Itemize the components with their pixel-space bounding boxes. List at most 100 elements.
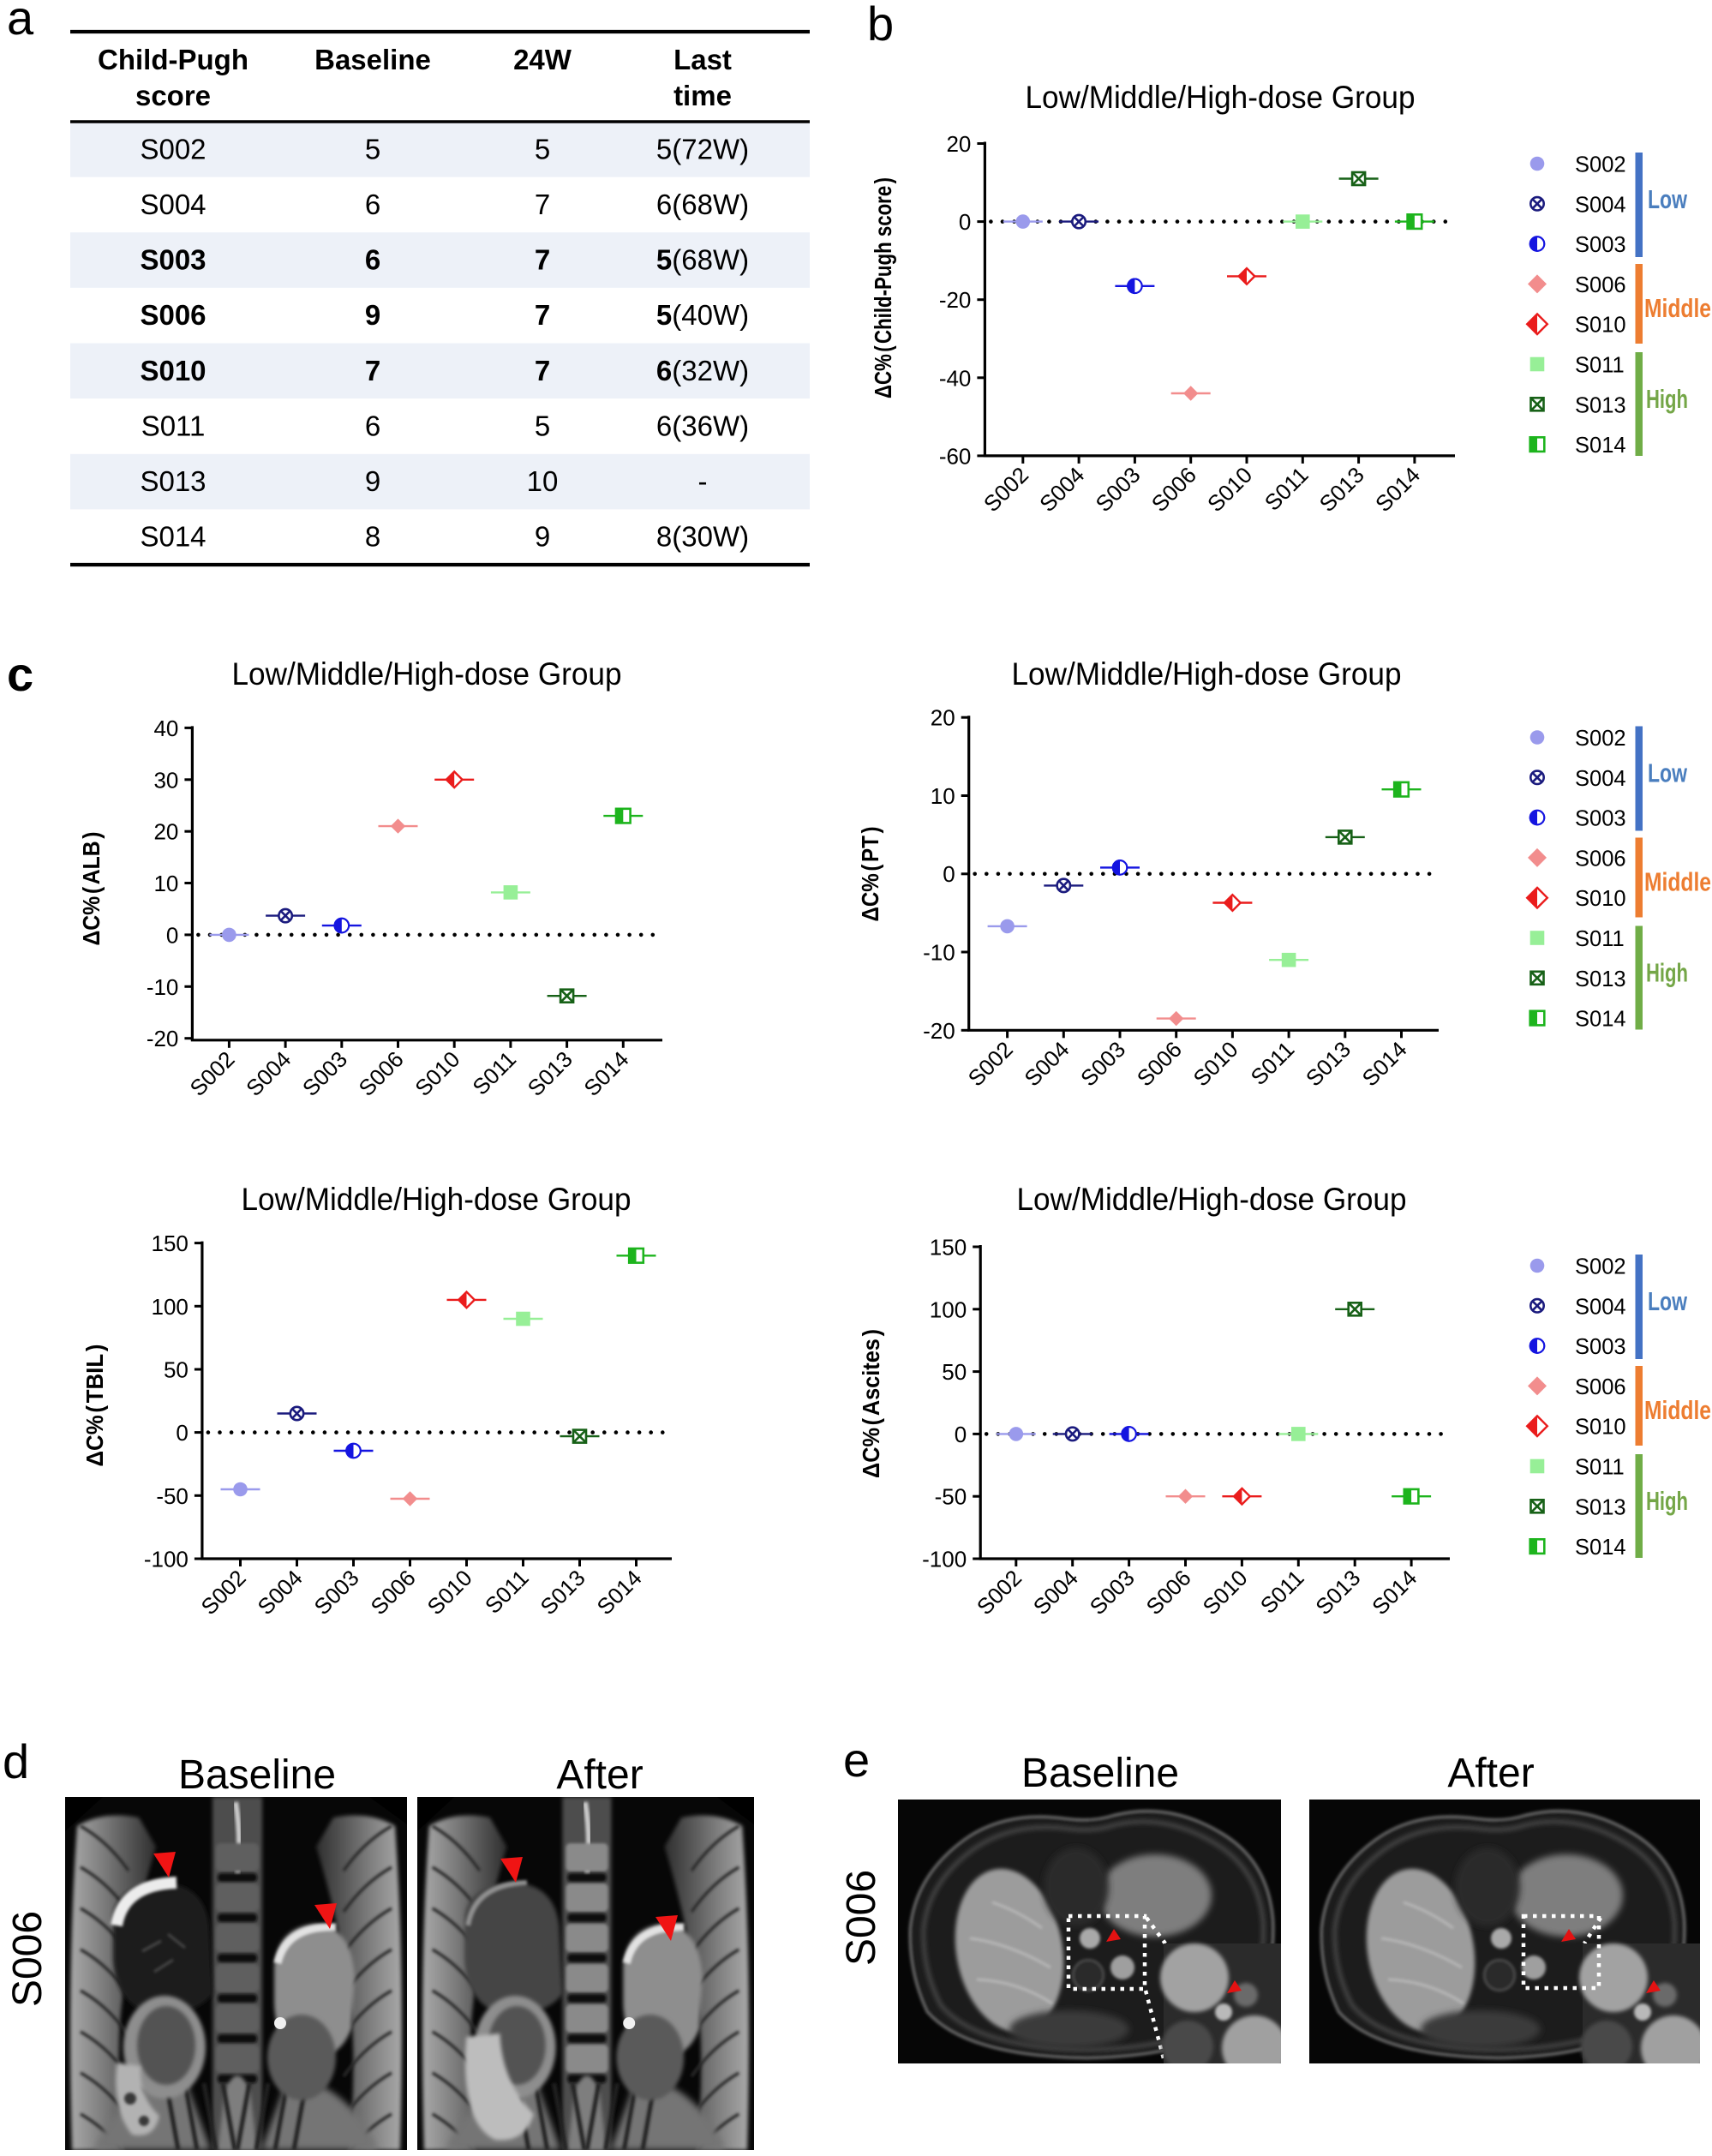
svg-text:0: 0	[166, 922, 178, 948]
svg-text:9: 9	[365, 465, 380, 497]
svg-text:Middle: Middle	[1644, 1395, 1711, 1425]
svg-text:S002: S002	[140, 133, 206, 165]
svg-text:6: 6	[365, 244, 380, 276]
svg-text:S003: S003	[1575, 1335, 1626, 1359]
svg-text:5: 5	[535, 133, 550, 165]
svg-text:S011: S011	[1575, 1456, 1625, 1480]
svg-text:Middle: Middle	[1644, 867, 1711, 897]
svg-text:S010: S010	[1575, 314, 1626, 338]
svg-text:ΔC%(ALB): ΔC%(ALB)	[78, 832, 105, 946]
svg-text:0: 0	[176, 1420, 188, 1446]
svg-text:6(68W): 6(68W)	[656, 189, 749, 220]
svg-text:5(72W): 5(72W)	[656, 133, 749, 165]
svg-text:5(40W): 5(40W)	[656, 299, 749, 331]
svg-text:10: 10	[527, 465, 559, 497]
svg-text:S006: S006	[1575, 847, 1626, 871]
svg-text:ΔC%(Ascites): ΔC%(Ascites)	[858, 1329, 884, 1478]
svg-text:150: 150	[930, 1235, 967, 1261]
svg-text:9: 9	[365, 299, 380, 331]
svg-text:S014: S014	[1575, 1536, 1626, 1560]
svg-text:c: c	[7, 647, 33, 701]
svg-text:Baseline: Baseline	[314, 44, 431, 75]
svg-text:S011: S011	[1575, 927, 1625, 951]
svg-text:-100: -100	[144, 1547, 189, 1572]
svg-text:S010: S010	[140, 355, 206, 386]
svg-text:Low: Low	[1648, 1286, 1688, 1316]
svg-text:-50: -50	[156, 1483, 189, 1509]
svg-text:S006: S006	[5, 1911, 51, 2007]
svg-text:5: 5	[365, 133, 380, 165]
svg-text:ΔC%(TBIL): ΔC%(TBIL)	[81, 1345, 108, 1467]
svg-text:-100: -100	[922, 1547, 967, 1572]
svg-text:8: 8	[365, 521, 380, 553]
svg-text:S014: S014	[140, 521, 206, 553]
svg-text:S013: S013	[1575, 393, 1626, 417]
svg-text:30: 30	[153, 767, 178, 793]
svg-text:S002: S002	[1575, 1255, 1626, 1279]
svg-text:Low/Middle/High-dose Group: Low/Middle/High-dose Group	[1026, 80, 1416, 115]
svg-text:-20: -20	[147, 1026, 179, 1051]
svg-text:7: 7	[535, 189, 550, 220]
svg-text:0: 0	[955, 1422, 967, 1447]
svg-text:S003: S003	[140, 244, 206, 276]
svg-text:6: 6	[365, 189, 380, 220]
svg-text:6(36W): 6(36W)	[656, 410, 749, 441]
svg-text:S013: S013	[1575, 967, 1626, 991]
svg-text:time: time	[673, 80, 732, 111]
svg-text:-20: -20	[923, 1018, 955, 1044]
svg-text:S003: S003	[1575, 233, 1626, 257]
svg-text:S011: S011	[141, 410, 206, 441]
svg-text:S006: S006	[839, 1870, 884, 1966]
svg-text:-20: -20	[939, 287, 972, 313]
svg-text:a: a	[7, 0, 34, 45]
svg-text:High: High	[1646, 1486, 1688, 1516]
svg-text:6: 6	[365, 410, 380, 441]
svg-text:6(32W): 6(32W)	[656, 355, 749, 386]
svg-text:S006: S006	[140, 299, 206, 331]
svg-text:8(30W): 8(30W)	[656, 521, 749, 553]
svg-text:b: b	[867, 0, 894, 51]
svg-text:S014: S014	[1575, 1008, 1626, 1032]
svg-text:7: 7	[535, 299, 550, 331]
svg-text:Baseline: Baseline	[178, 1752, 336, 1798]
svg-text:S011: S011	[1575, 354, 1625, 378]
svg-text:Low: Low	[1648, 184, 1688, 214]
svg-text:5(68W): 5(68W)	[656, 244, 749, 276]
svg-text:20: 20	[153, 819, 178, 845]
svg-text:50: 50	[164, 1357, 189, 1383]
svg-text:ΔC%(PT): ΔC%(PT)	[857, 827, 883, 922]
svg-text:0: 0	[943, 861, 955, 887]
svg-text:Baseline: Baseline	[1021, 1751, 1179, 1796]
svg-text:S004: S004	[1575, 767, 1626, 791]
svg-text:Last: Last	[673, 44, 732, 75]
svg-text:S002: S002	[1575, 153, 1626, 177]
svg-text:20: 20	[946, 131, 971, 157]
svg-text:-40: -40	[939, 365, 972, 391]
svg-text:S014: S014	[1575, 434, 1626, 458]
svg-text:Child-Pugh: Child-Pugh	[98, 44, 248, 75]
svg-text:S010: S010	[1575, 1416, 1626, 1440]
svg-text:e: e	[843, 1733, 870, 1787]
svg-text:High: High	[1646, 958, 1688, 988]
svg-text:S002: S002	[1575, 727, 1626, 751]
svg-text:-50: -50	[935, 1484, 967, 1510]
svg-text:Low: Low	[1648, 758, 1688, 788]
svg-text:7: 7	[535, 355, 550, 386]
svg-text:100: 100	[930, 1297, 967, 1322]
svg-text:score: score	[135, 80, 211, 111]
svg-text:9: 9	[535, 521, 550, 553]
svg-text:S004: S004	[1575, 1295, 1626, 1319]
svg-text:10: 10	[153, 871, 178, 896]
svg-text:-10: -10	[147, 974, 179, 1000]
svg-text:Low/Middle/High-dose Group: Low/Middle/High-dose Group	[242, 1182, 632, 1217]
svg-text:S004: S004	[140, 189, 206, 220]
svg-text:Low/Middle/High-dose Group: Low/Middle/High-dose Group	[1017, 1182, 1407, 1217]
svg-text:After: After	[1447, 1751, 1534, 1796]
svg-text:-10: -10	[923, 940, 955, 966]
svg-text:Middle: Middle	[1644, 293, 1711, 323]
svg-text:-60: -60	[939, 443, 972, 469]
svg-text:7: 7	[535, 244, 550, 276]
svg-text:S003: S003	[1575, 807, 1626, 831]
svg-text:10: 10	[931, 783, 955, 809]
svg-text:High: High	[1646, 384, 1688, 414]
